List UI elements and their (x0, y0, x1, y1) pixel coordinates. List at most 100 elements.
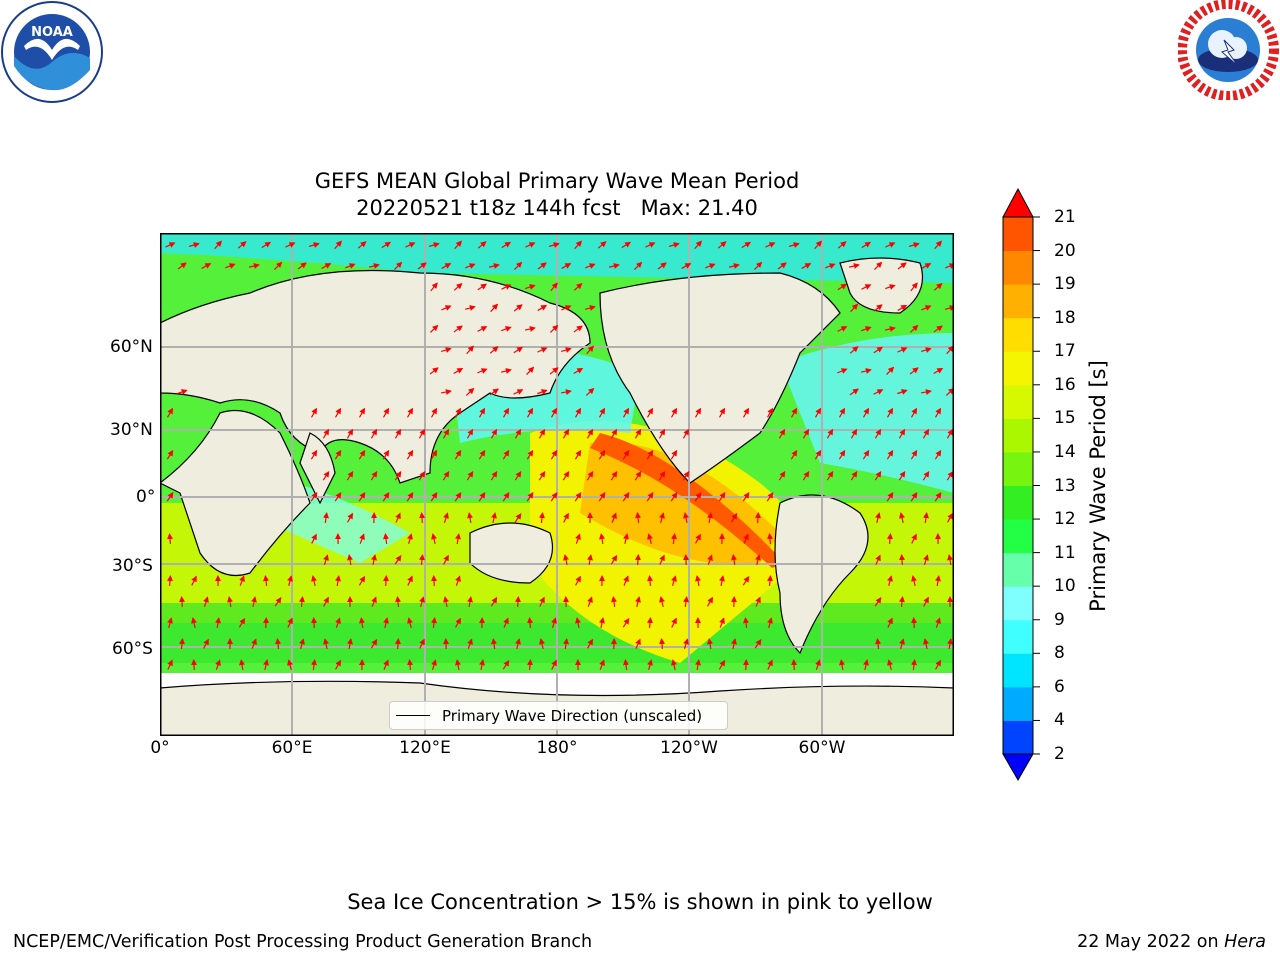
wave-direction-arrow (429, 367, 439, 375)
lon-tick-4: 120°W (660, 738, 718, 758)
wave-direction-arrow (573, 367, 584, 375)
wave-direction-arrow (910, 449, 918, 460)
wave-direction-arrow (527, 659, 533, 671)
wave-direction-arrow (383, 533, 389, 545)
wave-direction-arrow (478, 492, 486, 502)
wave-direction-arrow (263, 617, 269, 629)
wave-direction-arrow (911, 575, 917, 587)
wave-direction-arrow (465, 263, 476, 269)
wave-direction-arrow (418, 428, 426, 439)
wave-direction-arrow (167, 617, 173, 628)
wave-direction-arrow (718, 492, 726, 502)
wave-direction-arrow (706, 596, 714, 607)
wave-direction-arrow (934, 407, 942, 418)
wave-direction-arrow (849, 388, 859, 396)
wave-direction-arrow (728, 263, 740, 269)
wave-direction-arrow (346, 470, 354, 481)
wave-direction-arrow (189, 242, 200, 248)
wave-direction-arrow (489, 346, 499, 354)
wave-direction-arrow (405, 242, 416, 248)
wave-direction-arrow (884, 326, 896, 332)
wave-direction-arrow (647, 659, 653, 670)
wave-direction-arrow (886, 492, 894, 502)
wave-direction-arrow (239, 659, 245, 671)
wave-direction-arrow (526, 449, 534, 460)
wave-direction-arrow (874, 470, 882, 481)
map-title: GEFS MEAN Global Primary Wave Mean Perio… (314, 169, 800, 193)
wave-direction-arrow (539, 512, 545, 524)
lat-tick-4: 60°S (112, 639, 153, 659)
wave-direction-arrow (467, 638, 473, 649)
wave-direction-arrow (501, 368, 512, 374)
wave-direction-arrow (419, 638, 425, 649)
wave-direction-arrow (537, 389, 548, 395)
wave-direction-arrow (899, 554, 905, 566)
wave-direction-arrow (441, 305, 452, 311)
wave-direction-arrow (899, 638, 905, 649)
wave-direction-arrow (887, 617, 893, 628)
colorbar-tick-label: 2 (1054, 744, 1065, 764)
wave-direction-arrow (586, 428, 594, 439)
wave-direction-arrow (429, 324, 439, 333)
wave-direction-arrow (455, 659, 461, 671)
wave-direction-arrow (935, 659, 941, 670)
colorbar-tick-label: 4 (1054, 710, 1065, 731)
wave-direction-arrow (670, 449, 678, 460)
wave-direction-arrows (165, 240, 954, 671)
footer-host: Hera (1224, 932, 1266, 952)
wave-direction-arrow (513, 304, 523, 312)
wave-direction-arrow (526, 366, 535, 376)
colorbar-tick-label: 11 (1054, 542, 1076, 563)
wave-direction-arrow (767, 533, 773, 545)
wave-direction-arrow (933, 282, 943, 291)
colorbar-segment (1003, 217, 1033, 252)
wave-direction-arrow (814, 449, 822, 460)
wave-direction-arrow (657, 262, 667, 270)
colorbar-segment (1003, 686, 1033, 721)
colorbar-tick-label: 8 (1054, 643, 1065, 664)
wave-direction-arrow (875, 638, 881, 650)
wave-direction-arrow (406, 492, 414, 502)
wave-direction-arrow (501, 241, 512, 249)
wave-direction-arrow (431, 575, 437, 587)
wave-direction-arrow (417, 262, 427, 270)
colorbar-tick-label: 6 (1054, 676, 1065, 697)
wave-direction-arrow (911, 659, 917, 671)
wave-direction-arrow (407, 617, 413, 628)
wave-direction-arrow (395, 512, 401, 523)
wave-direction-arrow (466, 428, 474, 439)
colorbar (1002, 187, 1040, 782)
wave-direction-arrow (862, 407, 870, 418)
pacific-swell-red (590, 433, 785, 568)
wave-direction-arrow (394, 470, 402, 481)
wave-direction-arrow (622, 617, 630, 628)
colorbar-tick-label: 9 (1054, 609, 1065, 630)
wave-direction-arrow (347, 554, 353, 566)
wave-direction-arrow (406, 407, 414, 418)
wave-direction-arrow (561, 263, 572, 269)
wave-direction-arrow (897, 262, 907, 270)
lon-tick-1: 60°E (271, 738, 313, 758)
colorbar-tick-label: 19 (1054, 274, 1076, 295)
wave-direction-arrow (873, 389, 884, 395)
wave-direction-arrow (635, 596, 641, 607)
colorbar-segment (1003, 552, 1033, 587)
wave-direction-arrow (550, 449, 558, 460)
wave-direction-arrow (430, 492, 438, 502)
colorbar-segment (1003, 418, 1033, 453)
wave-direction-arrow (909, 367, 919, 375)
wave-direction-arrow (646, 449, 654, 460)
wave-direction-arrow (407, 575, 413, 586)
wave-direction-arrow (454, 407, 462, 418)
colorbar-label: Primary Wave Period [s] (1086, 360, 1110, 612)
wave-direction-arrow (430, 282, 438, 292)
wave-direction-arrow (598, 407, 606, 418)
lon-tick-5: 60°W (798, 738, 846, 758)
wave-direction-arrow (683, 512, 689, 524)
wave-direction-arrow (455, 617, 461, 628)
wave-direction-arrow (538, 428, 546, 439)
wave-direction-arrow (599, 617, 605, 629)
wave-direction-arrow (717, 241, 727, 249)
wave-direction-arrow (394, 261, 403, 270)
wave-direction-arrow (802, 428, 810, 439)
